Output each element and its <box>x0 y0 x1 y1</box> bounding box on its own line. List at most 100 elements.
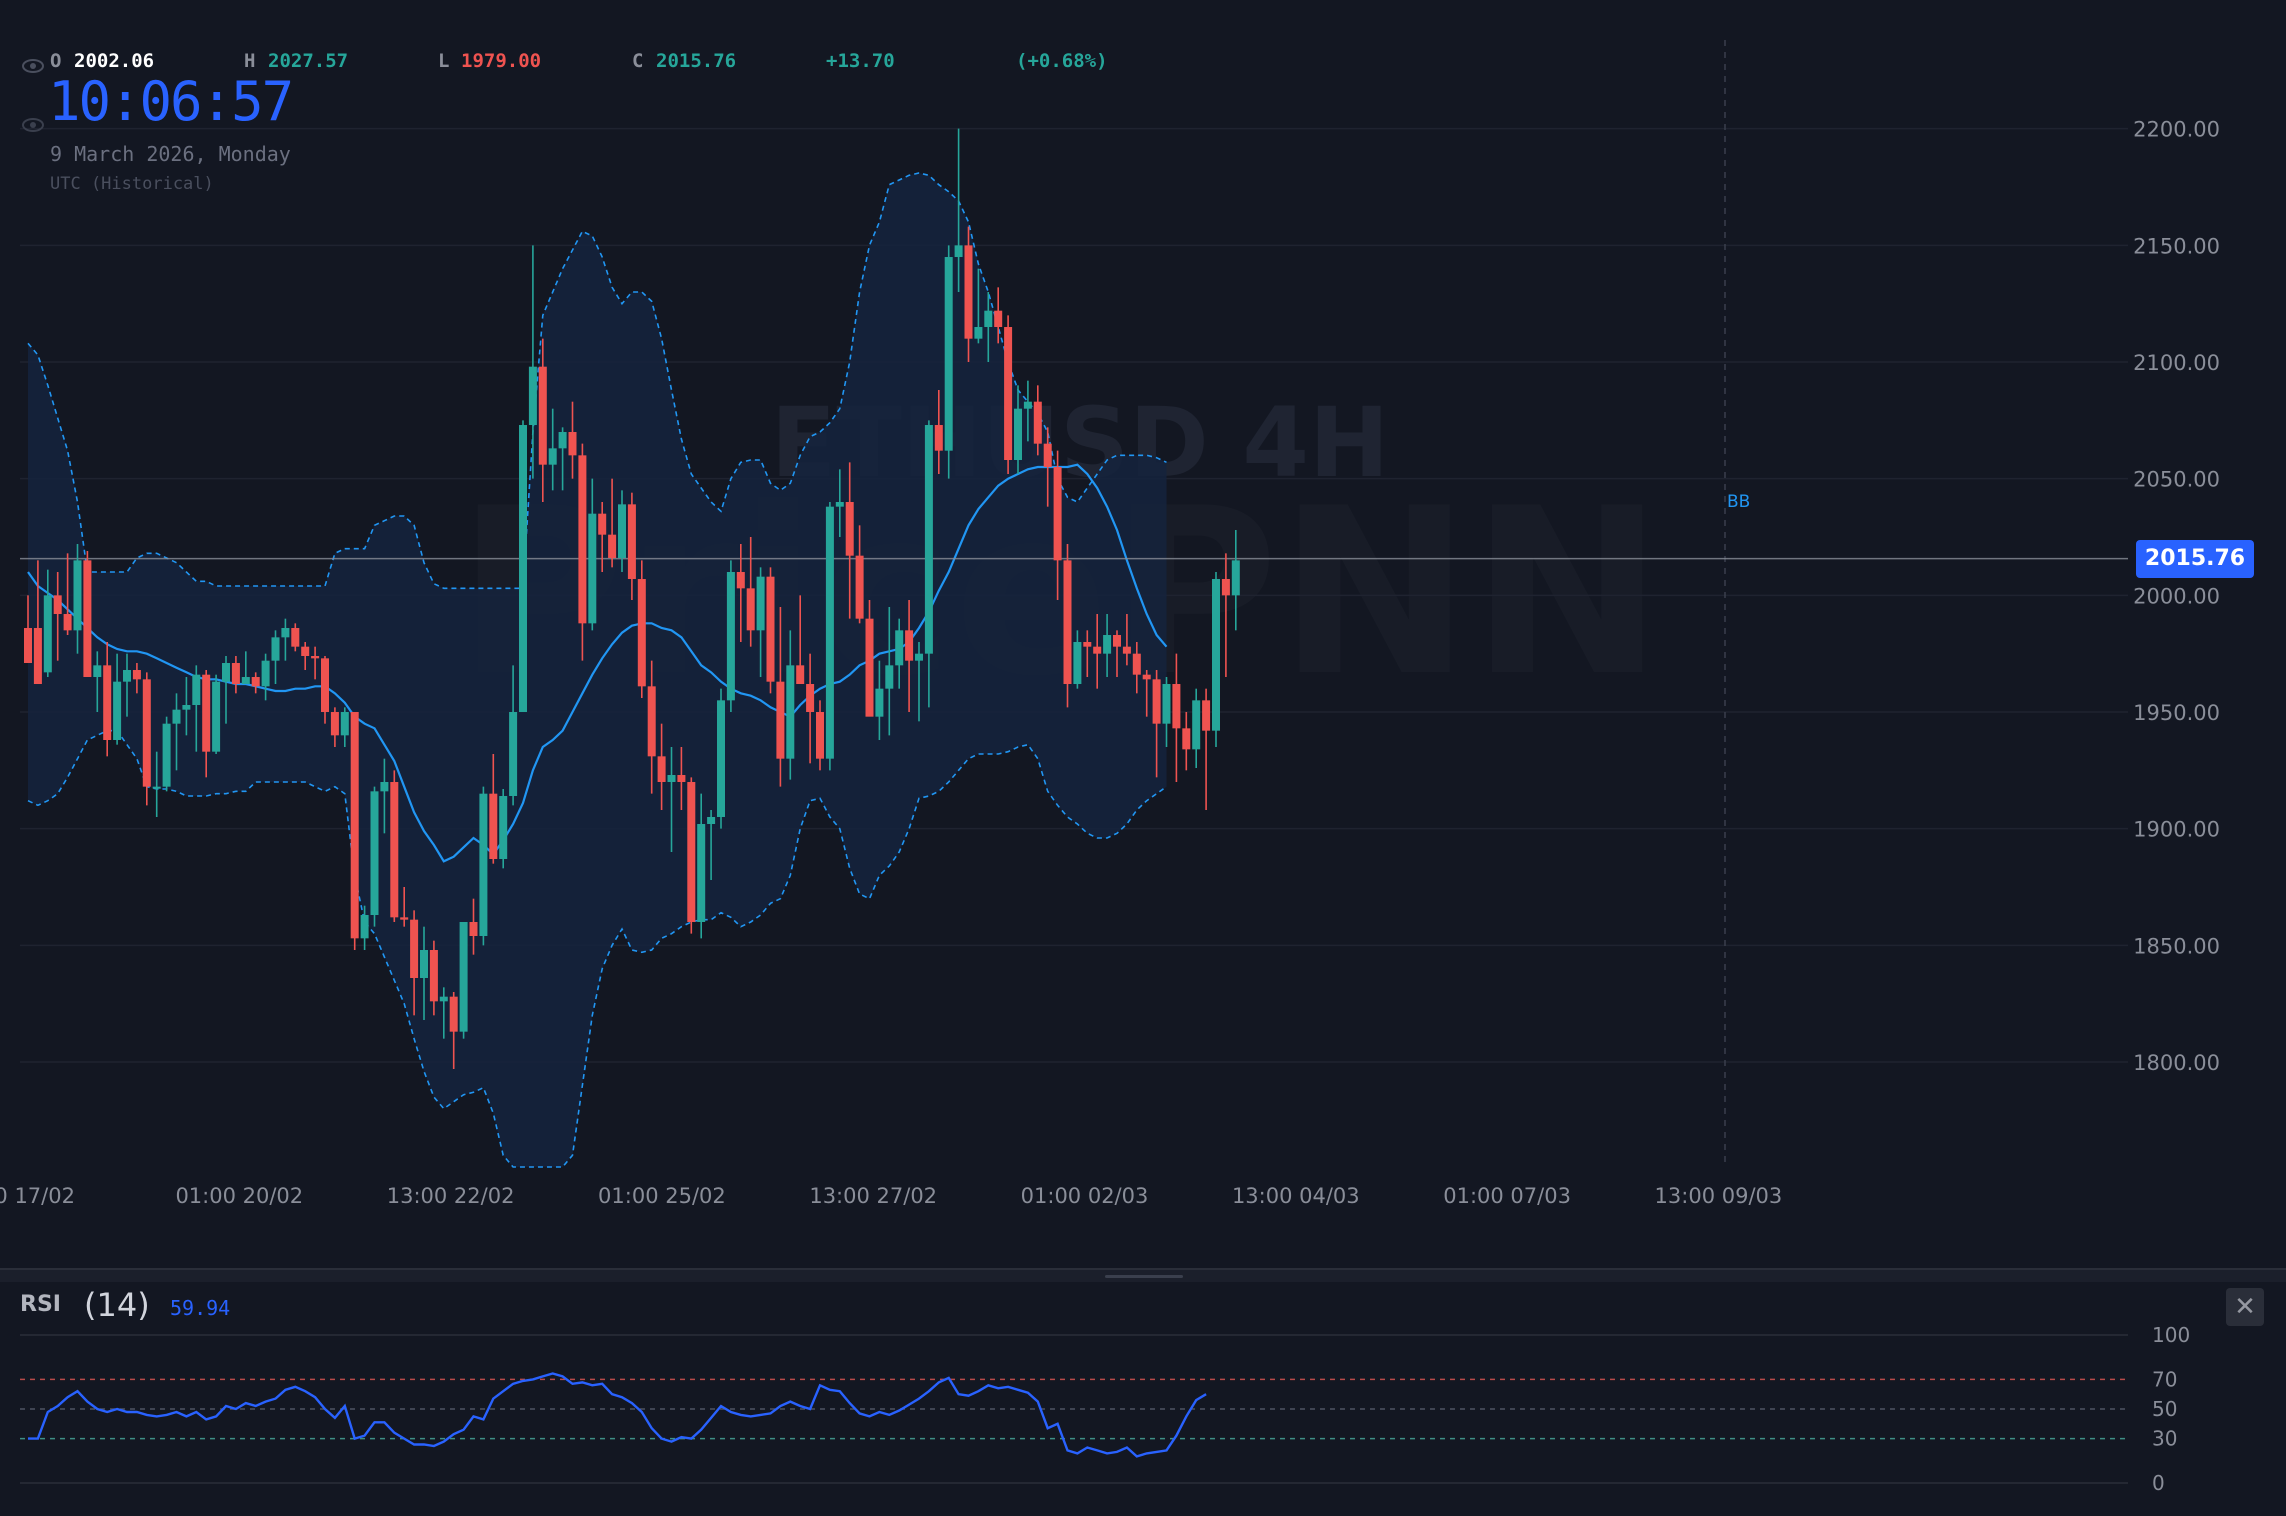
price-tick-label: 1800.00 <box>2133 1051 2220 1075</box>
candle-body <box>964 245 973 339</box>
candle-body <box>1212 579 1220 731</box>
candle-body <box>489 793 498 860</box>
candle-body <box>321 658 329 713</box>
close-label: C <box>632 50 644 72</box>
candle-body <box>24 628 32 664</box>
rsi-tick-label: 0 <box>2152 1471 2165 1495</box>
candle-body <box>33 628 42 685</box>
candle-body <box>132 670 141 680</box>
candle-body <box>776 681 785 759</box>
candle-body <box>1053 467 1062 561</box>
price-tick-label: 1950.00 <box>2133 701 2220 725</box>
time-tick-label: 01:00 25/02 <box>598 1184 726 1208</box>
candle-body <box>1073 642 1082 685</box>
bollinger-basis <box>27 463 1168 863</box>
candle-body <box>1152 679 1161 724</box>
candle-body <box>806 684 815 713</box>
price-axis: 1800.00 1850.00 1900.00 1950.00 2000.00 2050.… <box>2133 118 2220 1075</box>
candle-body <box>568 432 577 456</box>
bollinger-bands <box>20 172 2128 1168</box>
bb-indicator-label[interactable]: BB <box>1727 492 1751 512</box>
candle-body <box>1231 560 1240 596</box>
candle-body <box>756 576 765 631</box>
candle-body <box>816 712 824 759</box>
candle-body <box>558 432 567 449</box>
candle-body <box>865 618 874 717</box>
close-icon[interactable]: ✕ <box>2226 1288 2264 1326</box>
candle-body <box>1014 408 1022 461</box>
time-tick-label: 01:00 20/02 <box>175 1184 303 1208</box>
candle-body <box>875 688 884 717</box>
candle-body <box>370 791 379 916</box>
candle-body <box>192 674 201 706</box>
candle-body <box>241 677 250 685</box>
candle-body <box>687 782 696 923</box>
candle-body <box>707 817 716 825</box>
candle-body <box>103 665 112 741</box>
low-value: 1979.00 <box>461 50 542 72</box>
candle-body <box>1122 646 1131 654</box>
time-tick-label: 01:00 07/03 <box>1443 1184 1571 1208</box>
candle-body <box>796 665 805 685</box>
clock: 10:06:57 <box>48 70 294 133</box>
candle-body <box>994 310 1003 328</box>
rsi-tick-label: 70 <box>2152 1367 2177 1391</box>
candle-body <box>152 786 161 789</box>
candle-body <box>142 679 151 787</box>
candle-body <box>400 917 409 920</box>
candle-body <box>281 628 290 638</box>
candle-body <box>905 630 914 661</box>
time-tick-label: 13:00 22/02 <box>387 1184 515 1208</box>
candle-body <box>974 327 983 339</box>
candle-body <box>271 637 280 661</box>
open-value: 2002.06 <box>74 50 155 72</box>
candle-body <box>113 681 122 741</box>
candle-body <box>885 665 894 689</box>
candle-body <box>459 922 468 1032</box>
candle-body <box>637 579 646 687</box>
candle-body <box>845 502 854 556</box>
candlestick-series[interactable] <box>24 128 1240 1069</box>
candle-body <box>43 595 52 673</box>
bollinger-fill <box>28 173 1167 1167</box>
candle-body <box>1192 700 1201 750</box>
open-label: O <box>50 50 62 72</box>
pane-resize-handle[interactable] <box>1105 1275 1183 1278</box>
eye-icon[interactable] <box>22 118 44 132</box>
candle-body <box>420 950 428 979</box>
candle-body <box>786 665 795 759</box>
time-tick-label: 13:00 04/03 <box>1232 1184 1360 1208</box>
candle-body <box>390 782 399 918</box>
candle-body <box>647 686 656 757</box>
eye-icon[interactable] <box>22 59 44 73</box>
candle-body <box>301 646 310 657</box>
candle-body <box>222 663 230 682</box>
candle-body <box>677 775 686 783</box>
candle-body <box>410 919 419 979</box>
candle-body <box>330 712 339 736</box>
candle-body <box>1202 700 1211 731</box>
candle-body <box>726 572 735 701</box>
rsi-title: RSI <box>20 1292 61 1317</box>
candle-body <box>1033 401 1042 444</box>
candle-body <box>934 425 943 451</box>
candle-body <box>380 782 389 792</box>
candle-body <box>231 663 240 685</box>
time-tick-label: 01:00 02/03 <box>1021 1184 1149 1208</box>
candle-body <box>311 656 320 659</box>
candle-body <box>1221 579 1230 596</box>
candle-body <box>83 560 92 678</box>
candle-body <box>251 677 260 687</box>
change-value: +13.70 <box>826 50 895 72</box>
candle-body <box>429 950 438 1002</box>
candle-body <box>202 674 211 752</box>
candle-body <box>1103 635 1112 654</box>
candle-body <box>53 595 62 615</box>
date-label: 9 March 2026, Monday <box>50 142 291 166</box>
time-tick-label: 00 17/02 <box>0 1184 75 1208</box>
candle-body <box>469 922 478 937</box>
candle-body <box>855 555 864 619</box>
candle-body <box>212 681 221 752</box>
price-tick-label: 2200.00 <box>2133 118 2220 142</box>
